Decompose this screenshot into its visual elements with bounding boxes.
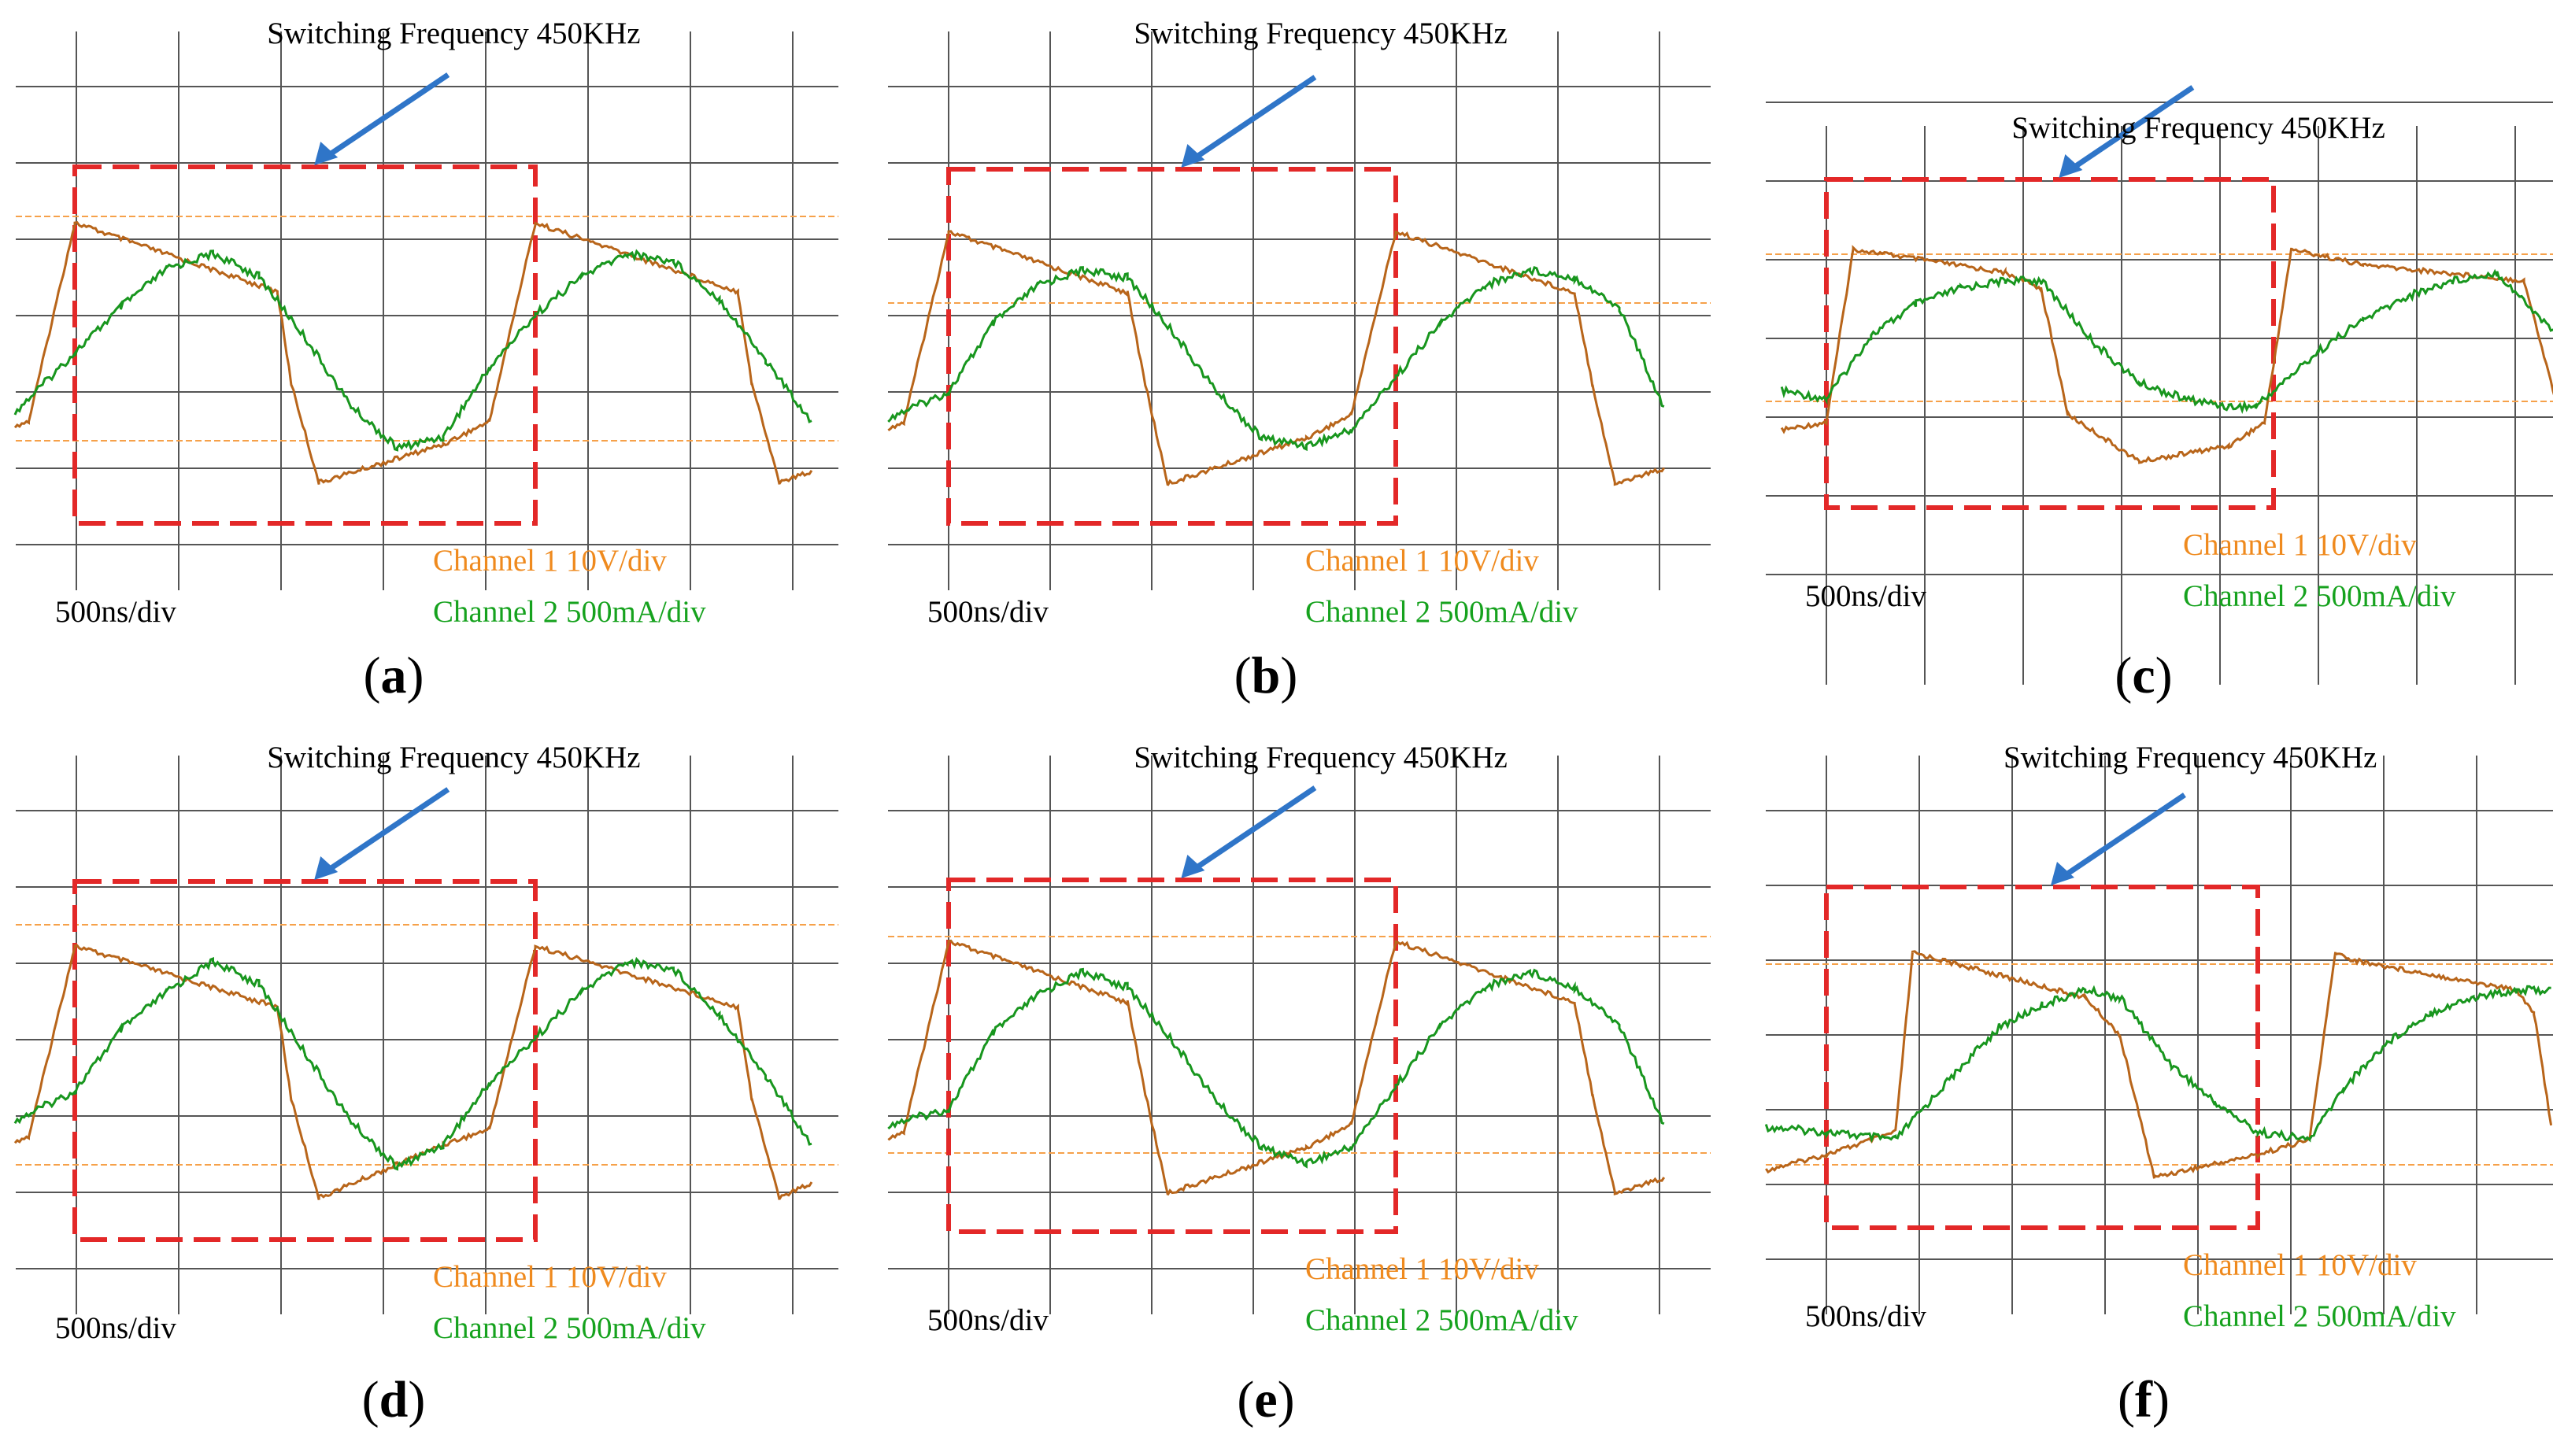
- channel-2-legend: Channel 2 500mA/div: [2183, 579, 2456, 613]
- panel-f: Switching Frequency 450KHz Channel 1 10V/…: [1764, 724, 2553, 1428]
- channel-1-legend: Channel 1 10V/div: [1305, 544, 1539, 578]
- grid: [1766, 756, 2553, 1314]
- pointer-arrow-head: [2050, 862, 2074, 885]
- pointer-arrow: [2073, 85, 2195, 169]
- switching-frequency-label: Switching Frequency 450KHz: [1134, 741, 1507, 774]
- pointer-arrow-head: [1181, 144, 1205, 168]
- pointer-arrow: [328, 787, 450, 871]
- panel-label: (a): [364, 647, 424, 704]
- channel-1-legend: Channel 1 10V/div: [2183, 528, 2417, 562]
- channel-2-trace: [13, 956, 812, 1171]
- time-scale-label: 500ns/div: [927, 595, 1049, 629]
- panel-label: (e): [1237, 1371, 1294, 1428]
- pointer-arrow-head: [2059, 154, 2083, 178]
- channel-2-legend: Channel 2 500mA/div: [1305, 595, 1578, 629]
- switching-period-box: [72, 879, 538, 1242]
- panel-label: (f): [2118, 1371, 2170, 1428]
- channel-1-trace: [13, 220, 813, 485]
- channel-2-legend: Channel 2 500mA/div: [433, 1311, 706, 1345]
- panel-b: Switching Frequency 450KHz Channel 1 10V/…: [887, 0, 1711, 704]
- pointer-arrow: [2065, 793, 2186, 877]
- switching-period-box: [1824, 885, 2260, 1230]
- time-scale-label: 500ns/div: [55, 1311, 176, 1345]
- time-scale-label: 500ns/div: [927, 1303, 1049, 1337]
- panel-label: (b): [1234, 647, 1298, 704]
- grid: [16, 756, 838, 1314]
- pointer-arrow-head: [314, 856, 339, 880]
- time-scale-label: 500ns/div: [1805, 1299, 1926, 1333]
- channel-2-trace: [887, 967, 1665, 1169]
- switching-frequency-label: Switching Frequency 450KHz: [1134, 17, 1507, 50]
- channel-1-legend: Channel 1 10V/div: [2183, 1248, 2417, 1282]
- panel-a: Switching Frequency 450KHz Channel 1 10V/…: [13, 0, 838, 704]
- channel-1-trace: [887, 230, 1666, 486]
- channel-2-legend: Channel 2 500mA/div: [1305, 1303, 1578, 1337]
- channel-2-trace: [13, 249, 812, 452]
- channel-1-legend: Channel 1 10V/div: [433, 544, 667, 578]
- pointer-arrow-head: [314, 142, 339, 165]
- scope-svg: Switching Frequency 450KHz Channel 1 10V/…: [13, 741, 838, 1428]
- panel-e: Switching Frequency 450KHz Channel 1 10V/…: [887, 724, 1711, 1428]
- channel-1-legend: Channel 1 10V/div: [433, 1260, 667, 1294]
- time-scale-label: 500ns/div: [1805, 579, 1926, 613]
- scope-svg: Switching Frequency 450KHz Channel 1 10V/…: [887, 741, 1711, 1428]
- channel-2-trace: [1764, 985, 2551, 1144]
- scope-svg: Switching Frequency 450KHz Channel 1 10V/…: [1766, 85, 2553, 704]
- channel-2-legend: Channel 2 500mA/div: [433, 595, 706, 629]
- channel-2-trace: [1780, 268, 2553, 414]
- grid: [16, 31, 838, 590]
- channel-1-trace: [13, 944, 813, 1200]
- channel-1-trace: [887, 939, 1666, 1195]
- channel-2-legend: Channel 2 500mA/div: [2183, 1299, 2456, 1333]
- scope-svg: Switching Frequency 450KHz Channel 1 10V/…: [13, 17, 838, 704]
- channel-2-trace: [887, 266, 1665, 452]
- switching-period-box: [72, 164, 538, 526]
- switching-frequency-label: Switching Frequency 450KHz: [267, 741, 640, 774]
- switching-frequency-label: Switching Frequency 450KHz: [2011, 111, 2385, 145]
- switching-period-box: [946, 167, 1398, 526]
- switching-period-box: [946, 878, 1398, 1234]
- switching-period-box: [1824, 177, 2276, 510]
- pointer-arrow: [1195, 75, 1317, 159]
- grid: [888, 31, 1711, 590]
- panel-label: (c): [2115, 647, 2172, 704]
- panel-c: Switching Frequency 450KHz Channel 1 10V/…: [1766, 0, 2553, 704]
- panel-label: (d): [362, 1371, 426, 1428]
- switching-frequency-label: Switching Frequency 450KHz: [267, 17, 640, 50]
- scope-svg: Switching Frequency 450KHz Channel 1 10V/…: [1764, 741, 2553, 1428]
- scope-svg: Switching Frequency 450KHz Channel 1 10V/…: [887, 17, 1711, 704]
- channel-1-trace: [1780, 245, 2553, 464]
- channel-1-trace: [1765, 950, 2553, 1179]
- channel-1-legend: Channel 1 10V/div: [1305, 1252, 1539, 1286]
- switching-frequency-label: Switching Frequency 450KHz: [2004, 741, 2377, 774]
- panel-d: Switching Frequency 450KHz Channel 1 10V/…: [13, 724, 838, 1428]
- pointer-arrow: [1195, 785, 1317, 870]
- time-scale-label: 500ns/div: [55, 595, 176, 629]
- pointer-arrow: [328, 72, 450, 157]
- pointer-arrow-head: [1181, 855, 1205, 878]
